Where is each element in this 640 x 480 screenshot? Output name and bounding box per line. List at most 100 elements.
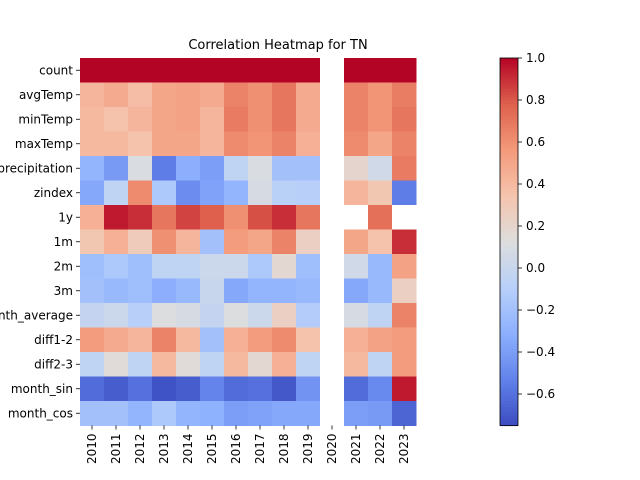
heatmap-cell <box>176 107 201 132</box>
heatmap-cell <box>248 58 273 83</box>
colorbar-segment <box>500 226 518 231</box>
colorbar-segment <box>500 171 518 175</box>
heatmap-cell <box>152 401 177 426</box>
colorbar-tick-label: 0.8 <box>526 93 545 107</box>
colorbar-segment <box>500 137 518 142</box>
colorbar-segment <box>500 85 518 90</box>
y-tick-label: diff1-2 <box>34 333 73 347</box>
heatmap-cell <box>176 376 201 402</box>
heatmap-cell <box>248 254 273 279</box>
heatmap-cell <box>368 229 393 255</box>
heatmap-cell <box>296 156 321 181</box>
heatmap-cell <box>152 205 177 230</box>
heatmap-cell <box>320 205 345 230</box>
heatmap-cell <box>392 58 417 83</box>
colorbar-segment <box>500 79 518 84</box>
heatmap-cell <box>200 401 225 426</box>
colorbar-segment <box>500 312 518 316</box>
heatmap-cell <box>200 156 225 181</box>
colorbar-segment <box>500 299 518 304</box>
heatmap-cell <box>224 401 249 426</box>
heatmap-cell <box>128 58 153 83</box>
colorbar-segment <box>500 336 518 341</box>
heatmap-cell <box>368 352 393 377</box>
heatmap-cell <box>80 254 105 279</box>
colorbar-segment <box>500 73 518 77</box>
heatmap-cell <box>392 352 417 377</box>
colorbar-segment <box>500 107 518 111</box>
y-tick-label: 2m <box>54 259 73 273</box>
heatmap-cell <box>272 107 297 132</box>
colorbar-segment <box>500 266 518 270</box>
colorbar-segment <box>500 174 518 179</box>
colorbar-segment <box>500 128 518 133</box>
colorbar-segment <box>500 235 518 240</box>
heatmap-cell <box>272 278 297 304</box>
colorbar-segment <box>500 159 518 163</box>
colorbar-segment <box>500 244 518 249</box>
y-tick-label: maxTemp <box>15 137 73 151</box>
colorbar-tick-label: 0.4 <box>526 177 545 191</box>
colorbar-segment <box>500 156 518 160</box>
colorbar-segment <box>500 208 518 212</box>
heatmap-cell <box>344 58 369 83</box>
y-tick-label: count <box>39 63 73 77</box>
heatmap-cell <box>128 254 153 279</box>
heatmap-cell <box>224 180 249 206</box>
heatmap-cell <box>392 327 417 353</box>
heatmap-cell <box>104 327 129 353</box>
colorbar-segment <box>500 168 518 172</box>
heatmap-cell <box>128 327 153 353</box>
heatmap-cell <box>272 180 297 206</box>
heatmap-cell <box>176 303 201 328</box>
colorbar-segment <box>500 370 518 375</box>
colorbar-tick-label: −0.4 <box>526 345 555 359</box>
colorbar-segment <box>500 146 518 151</box>
heatmap-cell <box>344 131 369 157</box>
heatmap-cell <box>200 352 225 377</box>
heatmap-cell <box>296 229 321 255</box>
heatmap-cell <box>392 82 417 108</box>
heatmap-cell <box>392 107 417 132</box>
heatmap-cell <box>80 327 105 353</box>
colorbar-segment <box>500 100 518 105</box>
heatmap-cell <box>368 156 393 181</box>
heatmap-cell <box>296 303 321 328</box>
colorbar-segment <box>500 376 518 381</box>
colorbar-segment <box>500 272 518 277</box>
colorbar-segment <box>500 303 518 307</box>
colorbar-segment <box>500 183 518 188</box>
heatmap-cell <box>152 229 177 255</box>
heatmap-cell <box>248 327 273 353</box>
colorbar-tick-label: 0.6 <box>526 135 545 149</box>
heatmap-cell <box>344 180 369 206</box>
heatmap-cell <box>368 376 393 402</box>
colorbar-segment <box>500 140 518 145</box>
x-tick-labels: 2010 2011 2012 2013 2014 2015 2016 2017 2018 2019… <box>85 425 411 465</box>
x-tick-label: 2022 <box>373 434 387 465</box>
x-tick-label: 2020 <box>325 434 339 465</box>
heatmap-cell <box>368 58 393 83</box>
heatmap-cell <box>224 107 249 132</box>
heatmap-cell <box>152 278 177 304</box>
heatmap-cell <box>80 107 105 132</box>
colorbar-segment <box>500 388 518 393</box>
heatmap-cell <box>248 229 273 255</box>
heatmap-cell <box>248 401 273 426</box>
colorbar-segment <box>500 333 518 338</box>
colorbar-segment <box>500 64 518 68</box>
heatmap-cell <box>80 58 105 83</box>
heatmap-cell <box>152 156 177 181</box>
heatmap-cell <box>104 180 129 206</box>
colorbar-segment <box>500 419 518 424</box>
heatmap-cell <box>128 156 153 181</box>
colorbar-segment <box>500 422 518 427</box>
heatmap-cell <box>272 327 297 353</box>
heatmap-cell <box>272 131 297 157</box>
heatmap-cell <box>392 401 417 426</box>
heatmap-cell <box>368 401 393 426</box>
colorbar-segment <box>500 296 518 301</box>
heatmap-cell <box>128 352 153 377</box>
heatmap-cell <box>320 254 345 279</box>
